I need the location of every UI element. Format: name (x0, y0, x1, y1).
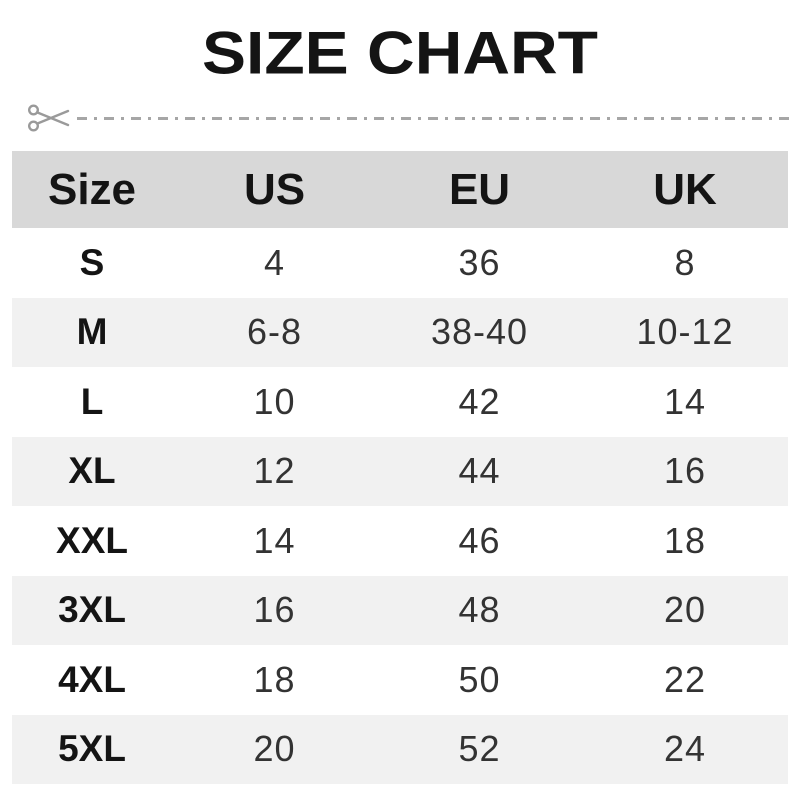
page-title: SIZE CHART (202, 18, 598, 87)
cell-eu: 42 (458, 380, 501, 422)
cell-size: 3XL (58, 589, 126, 631)
cell-eu: 46 (458, 519, 501, 561)
cut-line (28, 103, 794, 133)
cell-us: 14 (253, 519, 296, 561)
table-row-xxl: XXL 14 46 18 (12, 506, 788, 576)
cell-us: 20 (253, 728, 296, 770)
table-row-s: S 4 36 8 (12, 228, 788, 298)
scissors-icon (28, 104, 70, 132)
column-header-us: US (172, 151, 377, 228)
cell-size: XL (68, 450, 116, 492)
cell-size: 4XL (58, 658, 126, 700)
cell-uk: 14 (663, 380, 707, 422)
cell-size: M (76, 311, 108, 353)
cell-uk: 18 (663, 519, 707, 561)
table-row-m: M 6-8 38-40 10-12 (12, 297, 788, 367)
cell-us: 4 (263, 241, 286, 283)
cell-us: 18 (253, 658, 296, 700)
table-row-3xl: 3XL 16 48 20 (12, 575, 788, 645)
table-row-xl: XL 12 44 16 (12, 436, 788, 506)
cell-us: 6-8 (246, 311, 303, 353)
cell-uk: 20 (663, 589, 707, 631)
cell-eu: 52 (458, 728, 501, 770)
cell-us: 12 (253, 450, 296, 492)
cell-size: S (79, 241, 105, 283)
cell-us: 16 (253, 589, 296, 631)
cell-eu: 44 (458, 450, 501, 492)
cell-uk: 8 (674, 241, 696, 283)
cell-uk: 10-12 (636, 311, 734, 353)
cell-uk: 16 (663, 450, 707, 492)
cell-uk: 24 (663, 728, 707, 770)
dashed-cut-line (77, 116, 794, 120)
table-row-4xl: 4XL 18 50 22 (12, 645, 788, 715)
cell-eu: 48 (458, 589, 501, 631)
cell-eu: 38-40 (430, 311, 529, 353)
cell-uk: 22 (663, 658, 707, 700)
table-row-l: L 10 42 14 (12, 367, 788, 437)
cell-size: XXL (56, 519, 128, 561)
table-header-row: Size US EU UK (12, 151, 788, 228)
cell-eu: 36 (458, 241, 501, 283)
size-chart-table: Size US EU UK S 4 36 8 M 6-8 38-40 10-12… (12, 151, 788, 784)
cell-size: L (80, 380, 104, 422)
table-row-5xl: 5XL 20 52 24 (12, 714, 788, 784)
column-header-size: Size (12, 151, 172, 228)
column-header-eu: EU (377, 151, 582, 228)
cell-size: 5XL (58, 728, 126, 770)
column-header-uk: UK (582, 151, 788, 228)
cell-us: 10 (253, 380, 296, 422)
cell-eu: 50 (458, 658, 501, 700)
